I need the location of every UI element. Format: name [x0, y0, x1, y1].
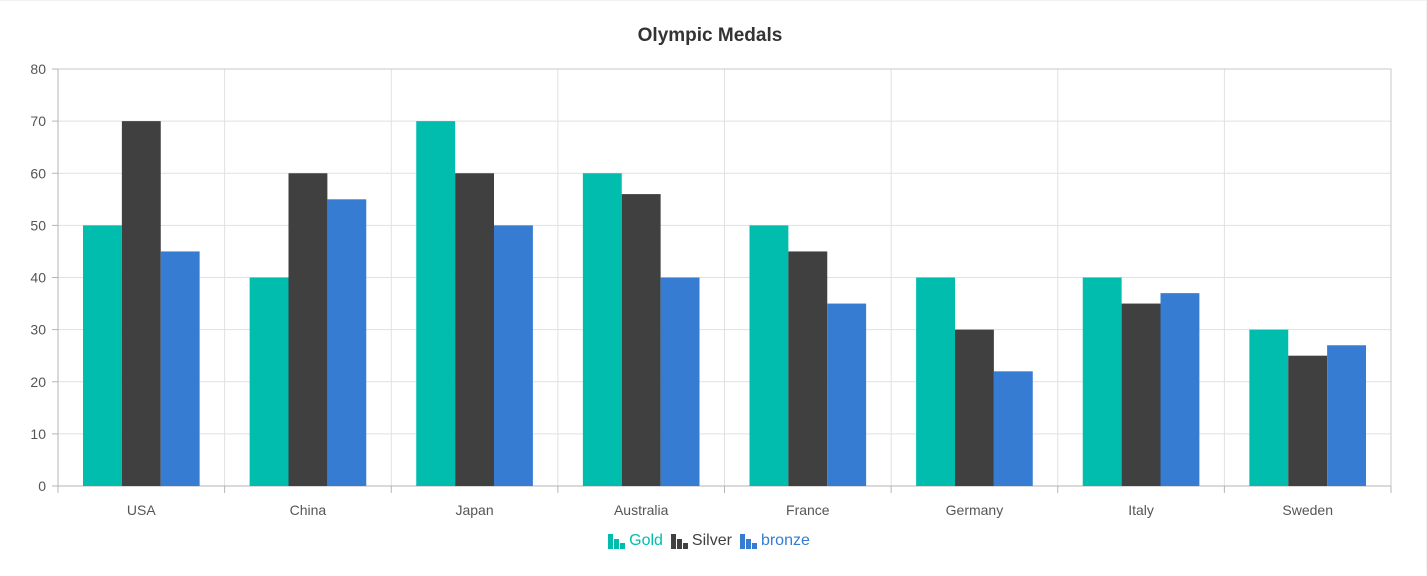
legend-label: bronze	[760, 532, 810, 549]
column-chart-icon	[739, 533, 757, 549]
bar-silver-sweden	[1288, 355, 1328, 486]
bar-bronze-france	[827, 303, 867, 486]
bar-bronze-japan	[494, 225, 533, 486]
x-tick-label: Italy	[1128, 502, 1154, 518]
bar-bronze-italy	[1160, 293, 1200, 486]
bar-gold-sweden	[1249, 329, 1289, 486]
bar-gold-france	[749, 225, 789, 486]
legend-item-gold[interactable]: Gold	[608, 532, 663, 550]
y-tick-label: 10	[30, 426, 46, 442]
x-tick-label: USA	[127, 502, 156, 518]
y-tick-label: 60	[30, 165, 46, 181]
bar-gold-usa	[82, 225, 122, 486]
legend-label: Silver	[691, 532, 732, 549]
bar-gold-china	[249, 277, 289, 486]
bar-gold-germany	[916, 277, 955, 486]
x-tick-label: China	[290, 502, 327, 518]
bar-bronze-china	[327, 199, 367, 486]
x-tick-label: France	[786, 502, 830, 518]
bar-silver-italy	[1121, 303, 1161, 486]
y-tick-label: 40	[30, 270, 46, 286]
y-tick-label: 80	[30, 61, 46, 77]
legend-item-silver[interactable]: Silver	[670, 532, 732, 550]
legend-label: Gold	[629, 532, 663, 549]
bar-silver-usa	[121, 121, 161, 486]
y-tick-label: 20	[30, 374, 46, 390]
bar-bronze-usa	[160, 251, 200, 486]
chart-legend: Gold Silver bronze	[0, 532, 1418, 550]
bar-silver-germany	[954, 329, 994, 486]
bar-bronze-australia	[660, 277, 700, 486]
column-chart-icon	[608, 533, 626, 549]
chart-title: Olympic Medals	[637, 25, 783, 46]
bar-silver-australia	[621, 194, 661, 486]
y-tick-label: 50	[30, 217, 46, 233]
bar-bronze-germany	[993, 371, 1033, 486]
bar-silver-japan	[455, 173, 495, 486]
bar-gold-australia	[582, 173, 622, 486]
x-tick-label: Sweden	[1282, 502, 1333, 518]
bar-silver-france	[788, 251, 828, 486]
y-tick-label: 30	[30, 322, 46, 338]
x-tick-label: Australia	[614, 502, 669, 518]
column-chart-icon	[670, 533, 688, 549]
bar-bronze-sweden	[1327, 345, 1367, 486]
y-tick-label: 70	[30, 113, 46, 129]
x-tick-label: Japan	[455, 502, 493, 518]
y-tick-label: 0	[38, 478, 46, 494]
legend-item-bronze[interactable]: bronze	[739, 532, 810, 550]
bar-gold-japan	[416, 121, 456, 486]
x-tick-label: Germany	[946, 502, 1004, 518]
bar-silver-china	[288, 173, 328, 486]
bar-gold-italy	[1082, 277, 1122, 486]
